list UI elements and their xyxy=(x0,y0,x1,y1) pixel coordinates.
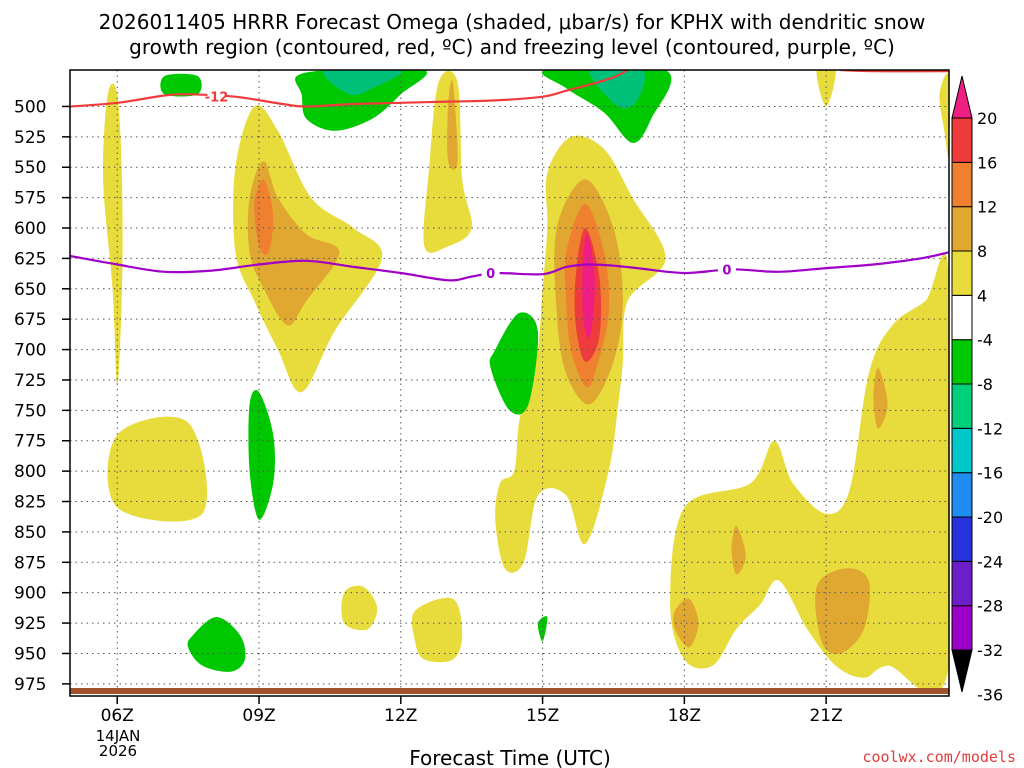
colorbar-swatch-2 xyxy=(951,560,973,607)
omega-region-neg4-24 xyxy=(489,312,539,415)
y-tick-label-950: 950 xyxy=(14,644,46,664)
omega-region-pos20-20 xyxy=(582,233,595,338)
grid-lines xyxy=(70,70,949,696)
colorbar-swatch-9 xyxy=(951,250,973,296)
contour-label-bg-freezing_level_0-0 xyxy=(481,265,500,280)
y-tick-label-675: 675 xyxy=(14,310,46,330)
y-tick-label-975: 975 xyxy=(14,675,46,695)
omega-shading xyxy=(102,70,949,694)
y-tick-label-525: 525 xyxy=(14,128,46,148)
contour-label-freezing_level_0-1: 0 xyxy=(722,263,731,278)
colorbar-label-3: 8 xyxy=(977,242,987,261)
contour-label-dendritic_minus12-0: -12 xyxy=(205,91,229,106)
y-tick-label-500: 500 xyxy=(14,97,46,117)
omega-region-pos4-5 xyxy=(670,253,949,694)
plot-frame xyxy=(69,69,950,697)
y-axis-pressure-ticks: 500 525 550 575 600 625 650 675 700 725 750 775 800 8… xyxy=(14,97,70,695)
omega-region-pos4-6 xyxy=(939,73,949,158)
date-label-line1: 14JAN xyxy=(96,727,141,745)
omega-region-pos4-8 xyxy=(341,585,378,631)
y-tick-label-775: 775 xyxy=(14,432,46,452)
colorbar-swatch-6 xyxy=(951,383,973,429)
colorbar-swatch-8 xyxy=(951,294,973,341)
x-axis-time-ticks: 06Z 09Z 12Z 15Z 18Z 21Z xyxy=(101,696,843,726)
temperature-contours: -12 0 0 xyxy=(70,70,949,282)
colorbar-label-10: -24 xyxy=(977,552,1003,571)
x-tick-label-18Z: 18Z xyxy=(668,706,701,726)
colorbar-swatch-10 xyxy=(951,206,973,252)
colorbar-label-8: -16 xyxy=(977,464,1003,483)
chart-title-line1: 2026011405 HRRR Forecast Omega (shaded, … xyxy=(99,10,926,34)
colorbar-bottom-arrow xyxy=(951,649,973,693)
x-tick-label-09Z: 09Z xyxy=(242,706,275,726)
omega-region-pos8-15 xyxy=(873,367,888,429)
colorbar-label-6: -8 xyxy=(977,375,993,394)
colorbar-swatch-5 xyxy=(951,427,973,474)
x-tick-label-06Z: 06Z xyxy=(101,706,134,726)
y-tick-label-700: 700 xyxy=(14,341,46,361)
colorbar-label-1: 16 xyxy=(977,153,997,172)
y-tick-label-750: 750 xyxy=(14,401,46,421)
y-tick-label-925: 925 xyxy=(14,614,46,634)
omega-region-pos4-7 xyxy=(411,597,463,663)
colorbar-swatch-4 xyxy=(951,472,973,518)
colorbar-label-4: 4 xyxy=(977,286,987,305)
y-tick-label-825: 825 xyxy=(14,493,46,513)
colorbar-top-arrow xyxy=(951,75,973,119)
contour-label-bg-dendritic_minus12-0 xyxy=(207,89,226,104)
omega-region-pos8-13 xyxy=(815,568,870,655)
surface-ground-bar xyxy=(70,688,949,694)
colorbar-label-2: 12 xyxy=(977,198,997,217)
contour-dendritic_minus12 xyxy=(70,70,629,108)
omega-region-neg4-21 xyxy=(295,70,427,131)
colorbar-label-12: -32 xyxy=(977,641,1003,660)
omega-region-pos8-14 xyxy=(673,598,699,648)
colorbar-label-13: -36 xyxy=(977,685,1003,704)
plot-area: -12 0 0 500 525 550 575 600 625 650 675 700 725 750 7… xyxy=(14,69,950,726)
date-label-line2: 2026 xyxy=(99,742,137,760)
x-tick-label-15Z: 15Z xyxy=(526,706,559,726)
omega-region-pos4-1 xyxy=(107,416,208,522)
omega-region-neg4-22 xyxy=(160,73,202,97)
colorbar-swatch-11 xyxy=(951,161,973,208)
y-tick-label-800: 800 xyxy=(14,462,46,482)
y-tick-label-600: 600 xyxy=(14,219,46,239)
omega-region-pos4-9 xyxy=(816,70,836,107)
omega-region-neg4-25 xyxy=(248,390,275,520)
y-tick-label-875: 875 xyxy=(14,553,46,573)
colorbar-swatch-7 xyxy=(951,339,973,385)
y-tick-label-575: 575 xyxy=(14,189,46,209)
contour-freezing_level_0 xyxy=(70,251,949,282)
colorbar-label-11: -28 xyxy=(977,597,1003,616)
y-tick-label-625: 625 xyxy=(14,249,46,269)
y-tick-label-650: 650 xyxy=(14,280,46,300)
contour-label-bg-freezing_level_0-1 xyxy=(717,262,736,277)
colorbar-label-0: 20 xyxy=(977,109,997,128)
x-axis-label: Forecast Time (UTC) xyxy=(409,746,611,768)
credit-text: coolwx.com/models xyxy=(862,748,1016,766)
colorbar-label-9: -20 xyxy=(977,508,1003,527)
y-tick-label-850: 850 xyxy=(14,523,46,543)
colorbar-swatch-1 xyxy=(951,605,973,651)
omega-region-neg8-28 xyxy=(323,70,403,96)
colorbar-label-7: -12 xyxy=(977,419,1003,438)
y-tick-label-725: 725 xyxy=(14,371,46,391)
colorbar-swatch-12 xyxy=(951,117,973,163)
contour-label-freezing_level_0-0: 0 xyxy=(486,267,495,282)
chart-title-line2: growth region (contoured, red, ºC) and f… xyxy=(129,35,895,59)
omega-region-pos4-3 xyxy=(423,70,473,253)
omega-region-neg4-27 xyxy=(537,616,548,642)
y-tick-label-550: 550 xyxy=(14,158,46,178)
colorbar-swatch-3 xyxy=(951,516,973,562)
colorbar: 20 16 12 8 4 -4 -8 -12 -16 -20 -24 -28 -32 -36 xyxy=(951,75,1003,704)
omega-region-neg4-26 xyxy=(187,617,246,672)
x-tick-label-12Z: 12Z xyxy=(384,706,417,726)
colorbar-label-5: -4 xyxy=(977,331,993,350)
y-tick-label-900: 900 xyxy=(14,584,46,604)
x-tick-label-21Z: 21Z xyxy=(809,706,842,726)
